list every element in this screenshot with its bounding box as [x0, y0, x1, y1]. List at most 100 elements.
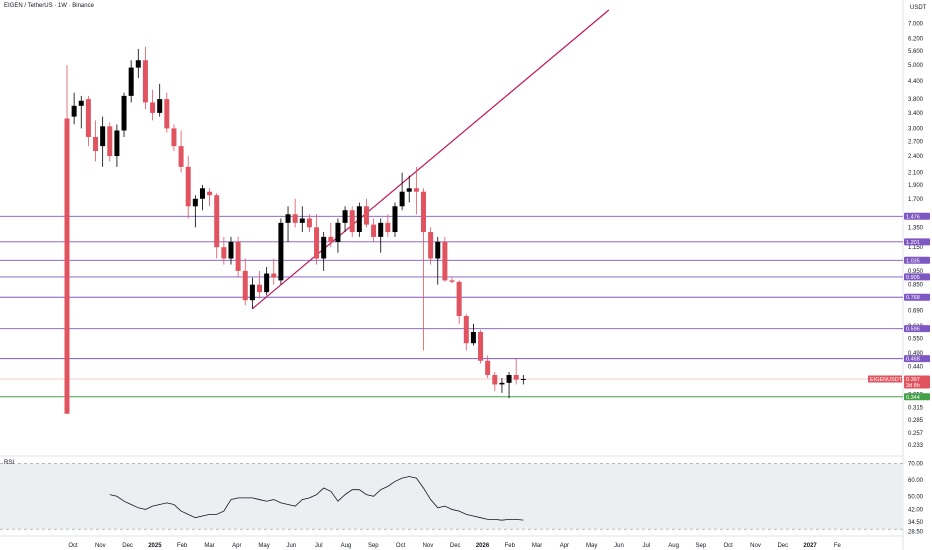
y-tick-label: 3.400: [908, 111, 924, 117]
trendline: [251, 9, 610, 310]
candle-body: [199, 188, 205, 199]
candle-body: [164, 99, 170, 129]
level-tag: [904, 212, 930, 220]
y-tick-label: 1.700: [908, 197, 924, 203]
candle-body: [449, 280, 455, 282]
x-tick-label: Dec: [777, 543, 788, 549]
candle-body: [463, 316, 469, 344]
candle-body: [349, 210, 355, 233]
candle-body: [335, 222, 341, 242]
candle-body: [93, 136, 99, 151]
level-tag: [904, 256, 930, 264]
candle-body: [314, 227, 320, 259]
candle-body: [520, 379, 526, 381]
x-tick-label: 2026: [476, 543, 490, 549]
x-tick-label: Dec: [122, 543, 133, 549]
x-tick-label: Mar: [204, 543, 214, 549]
x-tick-label: Sep: [696, 543, 707, 549]
x-tick-label: 2025: [148, 543, 162, 549]
x-tick-label: Jul: [642, 543, 650, 549]
y-tick-label: 0.490: [908, 351, 924, 357]
y-tick-label: 0.440: [908, 364, 924, 370]
y-tick-label: 0.257: [908, 431, 924, 437]
candle-body: [235, 241, 241, 271]
symbol-tag: [868, 375, 902, 383]
candle-body: [150, 102, 156, 113]
candle-body: [171, 128, 177, 147]
candle-body: [392, 206, 398, 233]
y-tick-label: 1.350: [908, 225, 924, 231]
level-tag-label: 1.035: [906, 258, 920, 264]
candle-body: [442, 241, 448, 281]
rsi-y-tick-label: 70.00: [908, 461, 924, 467]
candle-body: [399, 191, 405, 207]
candle-body: [435, 241, 441, 259]
candle-body: [278, 222, 284, 281]
candle-body: [257, 284, 263, 293]
rsi-line: [109, 476, 524, 521]
candle-body: [135, 60, 141, 68]
level-tag: [904, 393, 930, 401]
x-tick-label: Jun: [614, 543, 624, 549]
candle-body: [306, 218, 312, 228]
rsi-y-tick-label: 60.00: [908, 478, 924, 484]
candle-body: [378, 222, 384, 237]
price-tag: [904, 375, 930, 389]
y-tick-label: 0.285: [908, 418, 924, 424]
x-tick-label: May: [586, 543, 597, 549]
candle-body: [506, 375, 512, 383]
candle-body: [71, 105, 77, 117]
candle-body: [413, 188, 419, 192]
candle-body: [371, 224, 377, 237]
level-tag: [904, 355, 930, 363]
x-tick-label: Oct: [724, 543, 734, 549]
candle-body: [421, 191, 426, 233]
y-tick-label: 5.600: [908, 49, 924, 55]
candle-body: [492, 375, 498, 385]
y-tick-label: 5.000: [908, 63, 924, 69]
candle-body: [342, 210, 348, 223]
candle-body: [228, 241, 234, 259]
countdown-label: 3d 8h: [906, 383, 920, 389]
candle-body: [470, 332, 476, 344]
y-tick-label: 2.100: [908, 171, 924, 177]
candle-body: [157, 99, 163, 113]
candle-body: [128, 67, 134, 96]
candle-body: [456, 281, 462, 317]
x-tick-label: Oct: [396, 543, 406, 549]
y-tick-label: 0.950: [908, 269, 924, 275]
candle-body: [428, 232, 434, 259]
level-tag: [904, 238, 930, 246]
candle-body: [192, 198, 198, 207]
y-tick-label: 3.000: [908, 126, 924, 132]
chart-title: EIGEN / TetherUS · 1W · Binance: [4, 3, 94, 9]
x-tick-label: Aug: [341, 543, 352, 549]
level-tag-label: 0.905: [906, 275, 920, 281]
candle-body: [221, 247, 227, 259]
y-tick-label: 0.850: [908, 283, 924, 289]
y-tick-label: 1.150: [908, 245, 924, 251]
level-tag-label: 0.468: [906, 357, 920, 363]
candle-body: [478, 332, 484, 361]
candle-body: [271, 273, 277, 278]
candle-body: [64, 118, 70, 414]
candle-body: [249, 284, 255, 301]
x-tick-label: Feb: [177, 543, 188, 549]
y-tick-label: 6.200: [908, 36, 924, 42]
candle-body: [321, 236, 327, 259]
x-tick-label: Nov: [95, 543, 106, 549]
candle-body: [178, 146, 184, 167]
x-tick-label: Sep: [368, 543, 379, 549]
candle-body: [499, 382, 505, 385]
candle-body: [242, 270, 248, 301]
rsi-label: RSI: [4, 460, 14, 466]
y-tick-label: 0.315: [908, 406, 924, 412]
candle-body: [100, 126, 106, 147]
rsi-y-tick-label: 34.50: [908, 520, 924, 526]
candle-body: [513, 375, 519, 380]
rsi-y-tick-label: 28.50: [908, 530, 924, 536]
symbol-tag-label: EIGENUSDT: [870, 377, 903, 383]
level-tag: [904, 293, 930, 301]
candle-body: [85, 99, 91, 137]
